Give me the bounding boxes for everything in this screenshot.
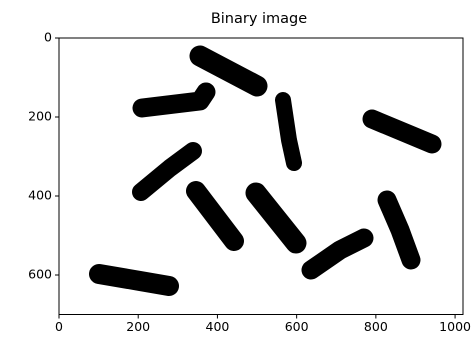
blob — [200, 56, 257, 86]
y-tick-label: 600 — [28, 267, 52, 282]
x-tick-label: 600 — [285, 319, 309, 334]
blob — [99, 274, 169, 286]
x-tick-label: 1000 — [439, 319, 471, 334]
y-tick-label: 200 — [28, 109, 52, 124]
x-tick-label: 0 — [55, 319, 63, 334]
blob — [256, 193, 296, 243]
y-tick-label: 0 — [44, 30, 52, 45]
chart: Binary image 0 200 400 600 800 1000 0 200 400 600 — [0, 0, 475, 348]
x-tick-label: 800 — [364, 319, 388, 334]
blob — [387, 200, 411, 260]
binary-image — [99, 56, 432, 286]
blob — [372, 119, 432, 144]
blob — [141, 151, 193, 192]
x-tick-label: 200 — [126, 319, 150, 334]
blob — [196, 191, 234, 241]
blob — [142, 92, 206, 108]
blob — [311, 238, 364, 270]
chart-title: Binary image — [211, 11, 307, 27]
x-tick-label: 400 — [206, 319, 230, 334]
y-tick-label: 400 — [28, 188, 52, 203]
blob — [283, 100, 294, 163]
